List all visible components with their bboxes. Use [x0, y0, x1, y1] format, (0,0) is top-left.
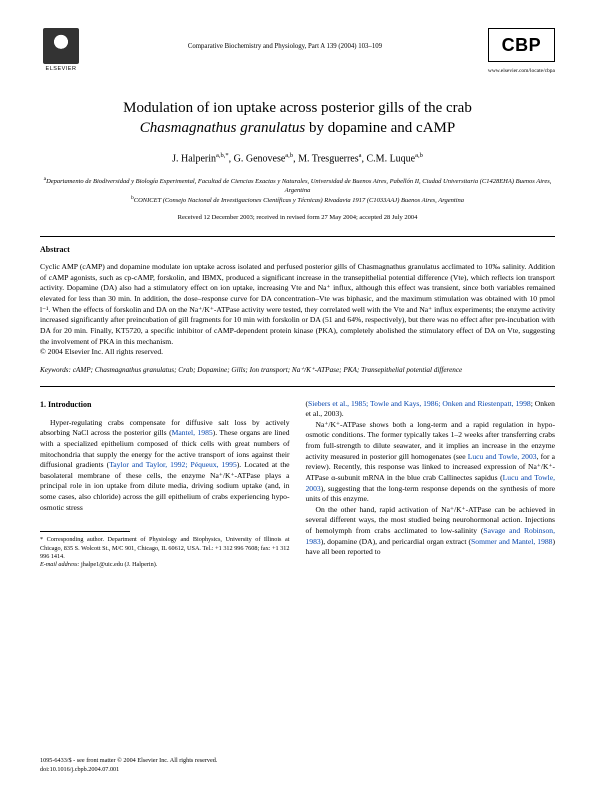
- footer-doi: doi:10.1016/j.cbpb.2004.07.001: [40, 766, 555, 774]
- citation-link[interactable]: Siebers et al., 1985; Towle and Kays, 19…: [308, 399, 531, 408]
- intro-paragraph-2: Na⁺/K⁺-ATPase shows both a long-term and…: [306, 420, 556, 505]
- title-species: Chasmagnathus granulatus: [140, 120, 305, 136]
- citation-link[interactable]: Mantel, 1985: [172, 428, 213, 437]
- divider: [40, 236, 555, 237]
- affiliations: aDepartamento de Biodiversidad y Biologí…: [40, 176, 555, 206]
- journal-box: CBP www.elsevier.com/locate/cbpa: [488, 28, 555, 76]
- column-left: 1. Introduction Hyper-regulating crabs c…: [40, 399, 290, 570]
- intro-paragraph-3: On the other hand, rapid activation of N…: [306, 505, 556, 558]
- affiliation-b: CONICET (Consejo Nacional de Investigaci…: [134, 198, 464, 205]
- abstract-body: Cyclic AMP (cAMP) and dopamine modulate …: [40, 262, 555, 358]
- journal-url: www.elsevier.com/locate/cbpa: [488, 68, 555, 75]
- body-columns: 1. Introduction Hyper-regulating crabs c…: [40, 399, 555, 570]
- intro-paragraph-1: Hyper-regulating crabs compensate for di…: [40, 418, 290, 514]
- authors-line: J. Halperina,b,*, G. Genovesea,b, M. Tre…: [40, 152, 555, 166]
- citation-link[interactable]: Lucu and Towle, 2003: [468, 452, 537, 461]
- corresponding-author-footnote: * Corresponding author. Department of Ph…: [40, 536, 290, 569]
- title-line2-rest: by dopamine and cAMP: [305, 120, 455, 136]
- divider: [40, 386, 555, 387]
- elsevier-tree-icon: [43, 28, 79, 64]
- footnote-divider: [40, 531, 130, 532]
- publisher-logo: ELSEVIER: [40, 28, 82, 74]
- article-dates: Received 12 December 2003; received in r…: [40, 214, 555, 223]
- citation-link[interactable]: Taylor and Taylor, 1992; Péqueux, 1995: [109, 460, 237, 469]
- journal-abbr: CBP: [497, 33, 546, 57]
- intro-continuation: (Siebers et al., 1985; Towle and Kays, 1…: [306, 399, 556, 420]
- column-right: (Siebers et al., 1985; Towle and Kays, 1…: [306, 399, 556, 570]
- publisher-name: ELSEVIER: [46, 66, 77, 73]
- abstract-heading: Abstract: [40, 245, 555, 256]
- affiliation-a: Departamento de Biodiversidad y Biología…: [46, 178, 551, 194]
- footer: 1095-6433/$ - see front matter © 2004 El…: [40, 757, 555, 774]
- copyright-line: © 2004 Elsevier Inc. All rights reserved…: [40, 347, 163, 356]
- journal-citation: Comparative Biochemistry and Physiology,…: [82, 28, 488, 51]
- intro-heading: 1. Introduction: [40, 399, 290, 410]
- article-title: Modulation of ion uptake across posterio…: [40, 98, 555, 139]
- keywords-line: Keywords: cAMP; Chasmagnathus granulatus…: [40, 366, 555, 376]
- title-line1: Modulation of ion uptake across posterio…: [123, 100, 472, 116]
- citation-link[interactable]: Sommer and Mantel, 1988: [471, 537, 552, 546]
- footer-issn: 1095-6433/$ - see front matter © 2004 El…: [40, 757, 555, 765]
- header-row: ELSEVIER Comparative Biochemistry and Ph…: [40, 28, 555, 76]
